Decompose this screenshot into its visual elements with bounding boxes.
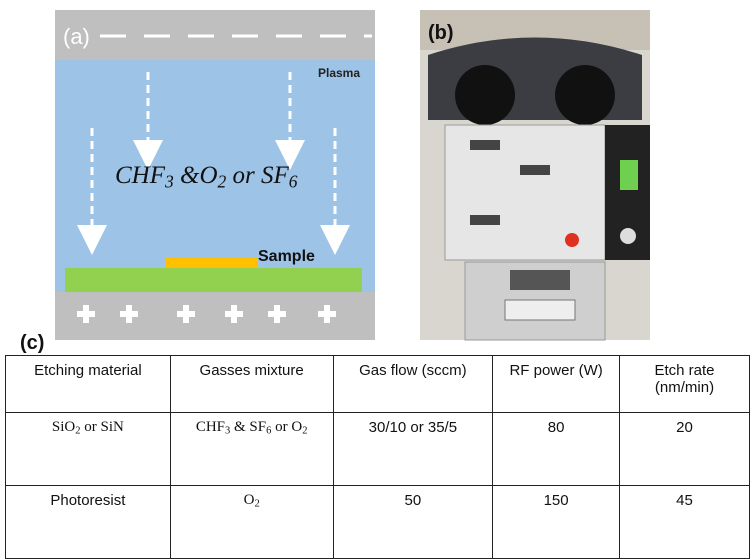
plasma-label: Plasma <box>318 66 360 80</box>
gas-label: CHF3 &O2 or SF6 <box>115 162 298 190</box>
text-segment: Gas flow (sccm) <box>359 362 467 379</box>
text-segment: or SF <box>226 162 289 189</box>
text-segment: CHF <box>115 162 165 189</box>
text-segment: Etch rate (nm/min) <box>654 362 714 396</box>
table-cell: 45 <box>620 486 750 559</box>
text-segment: 20 <box>676 419 693 436</box>
sample <box>165 258 258 268</box>
table-row: Photoresist O2 50 150 45 <box>6 486 750 559</box>
text-segment: RF power (W) <box>509 362 602 379</box>
table-cell: 30/10 or 35/5 <box>333 413 493 486</box>
text-segment: SiO <box>52 419 75 435</box>
table-cell: 50 <box>333 486 493 559</box>
text-segment: Photoresist <box>50 492 125 509</box>
text-segment: 30/10 or 35/5 <box>369 419 457 436</box>
text-segment: CHF <box>196 419 225 435</box>
subscript: 2 <box>254 499 259 510</box>
photo <box>420 10 650 340</box>
text-segment: or O <box>271 419 302 435</box>
panel-label: (b) <box>428 22 454 45</box>
page: {"panel_a": {"label": "(a)", "plasma": "… <box>0 0 755 555</box>
table-cell: SiO2 or SiN <box>6 413 171 486</box>
table-cell: RF power (W) <box>493 356 620 413</box>
table-cell: O2 <box>170 486 333 559</box>
text-segment: 50 <box>405 492 422 509</box>
table-row: Etching material Gasses mixture Gas flow (… <box>6 356 750 413</box>
text-segment: & SF <box>230 419 266 435</box>
table-cell: Gas flow (sccm) <box>333 356 493 413</box>
text-segment: 80 <box>548 419 565 436</box>
text-segment: &O <box>174 162 218 189</box>
panel-label: (a) <box>63 24 90 50</box>
table-cell: Etch rate (nm/min) <box>620 356 750 413</box>
subscript: 3 <box>165 171 174 191</box>
text-segment: or SiN <box>81 419 124 435</box>
text-segment: Etching material <box>34 362 142 379</box>
text-segment: O <box>244 492 255 508</box>
subscript: 2 <box>302 426 307 437</box>
table-cell: Gasses mixture <box>170 356 333 413</box>
text-segment: 150 <box>544 492 569 509</box>
text-segment: 45 <box>676 492 693 509</box>
results-table: Etching material Gasses mixture Gas flow (… <box>5 355 750 559</box>
table-cell: Photoresist <box>6 486 171 559</box>
panel-label: (c) <box>20 332 44 355</box>
table-cell: 20 <box>620 413 750 486</box>
table-cell: Etching material <box>6 356 171 413</box>
table-cell: CHF3 & SF6 or O2 <box>170 413 333 486</box>
table-cell: 150 <box>493 486 620 559</box>
subscript: 6 <box>289 171 298 191</box>
text-segment: Gasses mixture <box>200 362 304 379</box>
sample-label: Sample <box>258 248 315 266</box>
figure-art <box>0 0 755 345</box>
table-cell: 80 <box>493 413 620 486</box>
substrate <box>65 268 362 292</box>
subscript: 2 <box>218 171 227 191</box>
